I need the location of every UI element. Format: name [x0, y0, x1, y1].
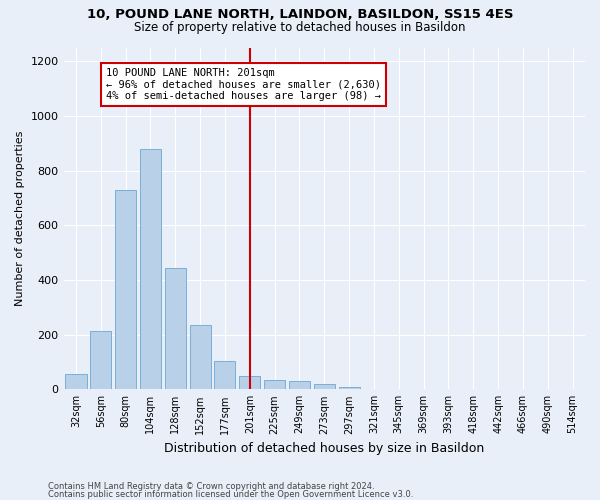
- Text: Contains HM Land Registry data © Crown copyright and database right 2024.: Contains HM Land Registry data © Crown c…: [48, 482, 374, 491]
- Text: Size of property relative to detached houses in Basildon: Size of property relative to detached ho…: [134, 21, 466, 34]
- Bar: [314, 384, 335, 390]
- Y-axis label: Number of detached properties: Number of detached properties: [15, 130, 25, 306]
- Text: Contains public sector information licensed under the Open Government Licence v3: Contains public sector information licen…: [48, 490, 413, 499]
- Text: 10, POUND LANE NORTH, LAINDON, BASILDON, SS15 4ES: 10, POUND LANE NORTH, LAINDON, BASILDON,…: [87, 8, 513, 20]
- Bar: [65, 374, 86, 390]
- Bar: [90, 330, 112, 390]
- Text: 10 POUND LANE NORTH: 201sqm
← 96% of detached houses are smaller (2,630)
4% of s: 10 POUND LANE NORTH: 201sqm ← 96% of det…: [106, 68, 381, 101]
- Bar: [190, 325, 211, 390]
- Bar: [239, 376, 260, 390]
- Bar: [289, 381, 310, 390]
- Bar: [165, 268, 186, 390]
- Bar: [115, 190, 136, 390]
- Bar: [338, 386, 359, 390]
- Bar: [264, 380, 285, 390]
- Bar: [214, 360, 235, 390]
- Bar: [140, 148, 161, 390]
- X-axis label: Distribution of detached houses by size in Basildon: Distribution of detached houses by size …: [164, 442, 484, 455]
